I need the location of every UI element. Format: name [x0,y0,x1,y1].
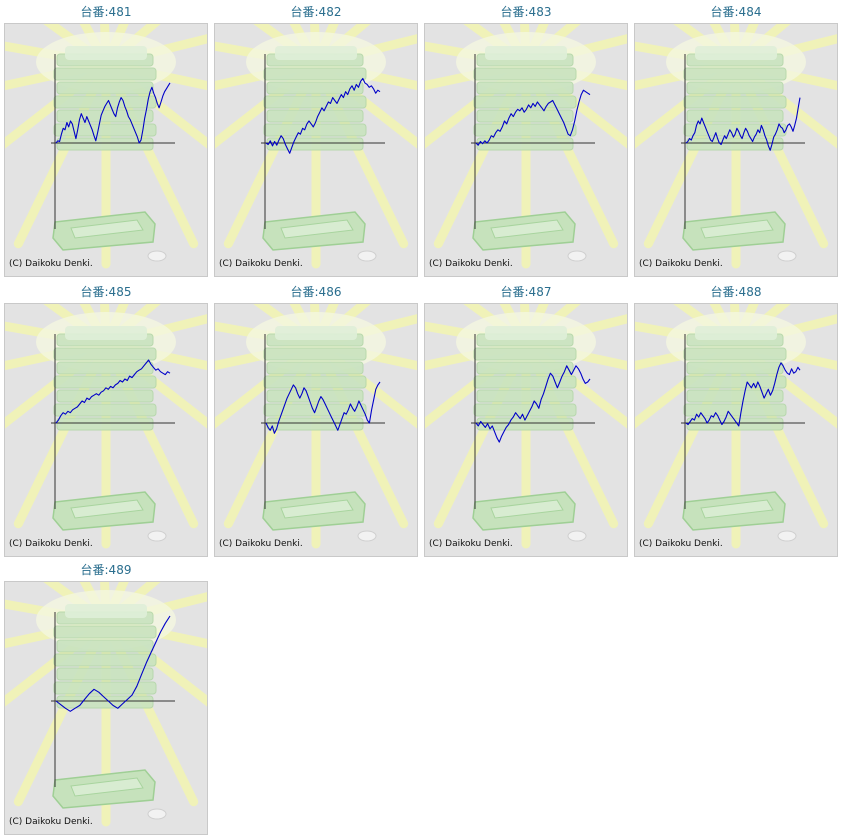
background-tower [53,46,157,151]
chart-title[interactable]: 台番:488 [710,285,762,299]
series-line [55,82,171,144]
chart-title[interactable]: 台番:483 [500,5,552,19]
chart-svg [635,24,837,269]
chart-title[interactable]: 台番:489 [80,563,132,577]
background-coin [777,250,797,262]
series-line [265,381,381,434]
chart-card: (C) Daikoku Denki. [424,303,628,557]
chart-panel: 台番:482 (C) Daikoku Denki. [214,2,418,277]
series-line [265,77,381,154]
chart-panel: 台番:481 (C) Daikoku Denki. [4,2,208,277]
background-tower [473,46,577,151]
series-line [475,365,591,443]
background-tower [473,326,577,431]
chart-svg [215,304,417,549]
series-line [475,89,591,146]
chart-card: (C) Daikoku Denki. [4,23,208,277]
background-tray [52,211,156,251]
background-tray [472,211,576,251]
chart-panel: 台番:488 (C) Daikoku Denki. [634,282,838,557]
chart-svg [215,24,417,269]
chart-panel: 台番:487 (C) Daikoku Denki. [424,282,628,557]
background-coin [147,530,167,542]
chart-panel: 台番:484 (C) Daikoku Denki. [634,2,838,277]
background-coin [357,530,377,542]
chart-card: (C) Daikoku Denki. [634,303,838,557]
chart-svg [5,582,207,827]
background-coin [567,250,587,262]
background-tray [682,211,786,251]
copyright-text: (C) Daikoku Denki. [429,539,513,549]
background-coin [147,808,167,820]
chart-svg [635,304,837,549]
background-coin [357,250,377,262]
chart-svg [425,24,627,269]
chart-card: (C) Daikoku Denki. [214,303,418,557]
chart-panel: 台番:485 (C) Daikoku Denki. [4,282,208,557]
copyright-text: (C) Daikoku Denki. [639,539,723,549]
chart-title[interactable]: 台番:485 [80,285,132,299]
chart-svg [5,24,207,269]
series-line [55,615,171,712]
copyright-text: (C) Daikoku Denki. [219,259,303,269]
copyright-text: (C) Daikoku Denki. [219,539,303,549]
background-coin [777,530,797,542]
background-tower [53,326,157,431]
background-tray [262,491,366,531]
background-tray [472,491,576,531]
chart-title[interactable]: 台番:482 [290,5,342,19]
chart-card: (C) Daikoku Denki. [4,303,208,557]
chart-card: (C) Daikoku Denki. [4,581,208,835]
copyright-text: (C) Daikoku Denki. [9,539,93,549]
background-tray [262,211,366,251]
background-tower [263,46,367,151]
background-tray [52,491,156,531]
chart-card: (C) Daikoku Denki. [214,23,418,277]
copyright-text: (C) Daikoku Denki. [429,259,513,269]
chart-svg [425,304,627,549]
series-line [685,97,801,151]
copyright-text: (C) Daikoku Denki. [639,259,723,269]
chart-title[interactable]: 台番:486 [290,285,342,299]
chart-panel: 台番:489 (C) Daikoku Denki. [4,560,208,835]
chart-title[interactable]: 台番:484 [710,5,762,19]
background-tray [52,769,156,809]
chart-panel: 台番:483 (C) Daikoku Denki. [424,2,628,277]
background-tower [263,326,367,431]
background-tray [682,491,786,531]
copyright-text: (C) Daikoku Denki. [9,259,93,269]
chart-panel: 台番:486 (C) Daikoku Denki. [214,282,418,557]
chart-card: (C) Daikoku Denki. [424,23,628,277]
background-coin [147,250,167,262]
background-tower [683,326,787,431]
background-tower [53,604,157,709]
chart-card: (C) Daikoku Denki. [634,23,838,277]
copyright-text: (C) Daikoku Denki. [9,817,93,827]
series-line [55,359,171,424]
chart-title[interactable]: 台番:487 [500,285,552,299]
chart-title[interactable]: 台番:481 [80,5,132,19]
chart-svg [5,304,207,549]
series-line [685,362,801,427]
background-coin [567,530,587,542]
